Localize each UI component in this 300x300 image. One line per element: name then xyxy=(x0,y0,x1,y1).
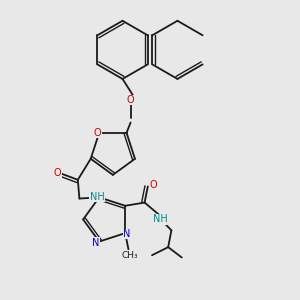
Text: N: N xyxy=(92,238,100,248)
Text: O: O xyxy=(94,128,101,138)
Text: N: N xyxy=(123,229,130,239)
Text: NH: NH xyxy=(90,192,104,202)
Text: CH₃: CH₃ xyxy=(122,250,138,260)
Text: O: O xyxy=(149,180,157,190)
Text: O: O xyxy=(127,95,134,105)
Text: NH: NH xyxy=(153,214,168,224)
Text: O: O xyxy=(54,168,62,178)
